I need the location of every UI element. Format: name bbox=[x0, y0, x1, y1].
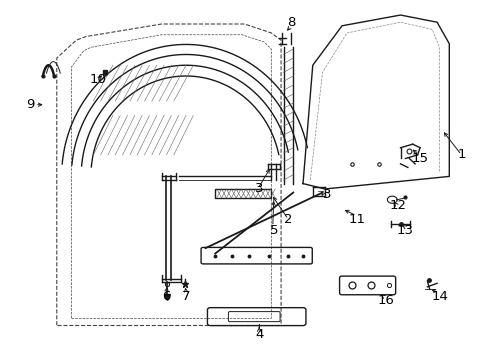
Text: 8: 8 bbox=[286, 16, 294, 29]
Bar bbox=[215, 189, 271, 198]
Text: 5: 5 bbox=[269, 224, 278, 237]
Text: 2: 2 bbox=[284, 213, 292, 226]
Text: 11: 11 bbox=[347, 213, 365, 226]
Text: 10: 10 bbox=[90, 73, 106, 86]
Text: 7: 7 bbox=[182, 290, 190, 303]
Text: 3: 3 bbox=[254, 183, 263, 195]
Text: 14: 14 bbox=[430, 290, 447, 303]
Text: 1: 1 bbox=[456, 148, 465, 161]
Text: 3: 3 bbox=[323, 188, 331, 201]
Text: 15: 15 bbox=[411, 152, 427, 165]
Text: 9: 9 bbox=[26, 98, 34, 111]
Text: 6: 6 bbox=[162, 290, 170, 303]
Text: 13: 13 bbox=[396, 224, 413, 237]
Text: 16: 16 bbox=[377, 294, 393, 307]
Text: 4: 4 bbox=[254, 328, 263, 341]
Text: 12: 12 bbox=[389, 199, 406, 212]
